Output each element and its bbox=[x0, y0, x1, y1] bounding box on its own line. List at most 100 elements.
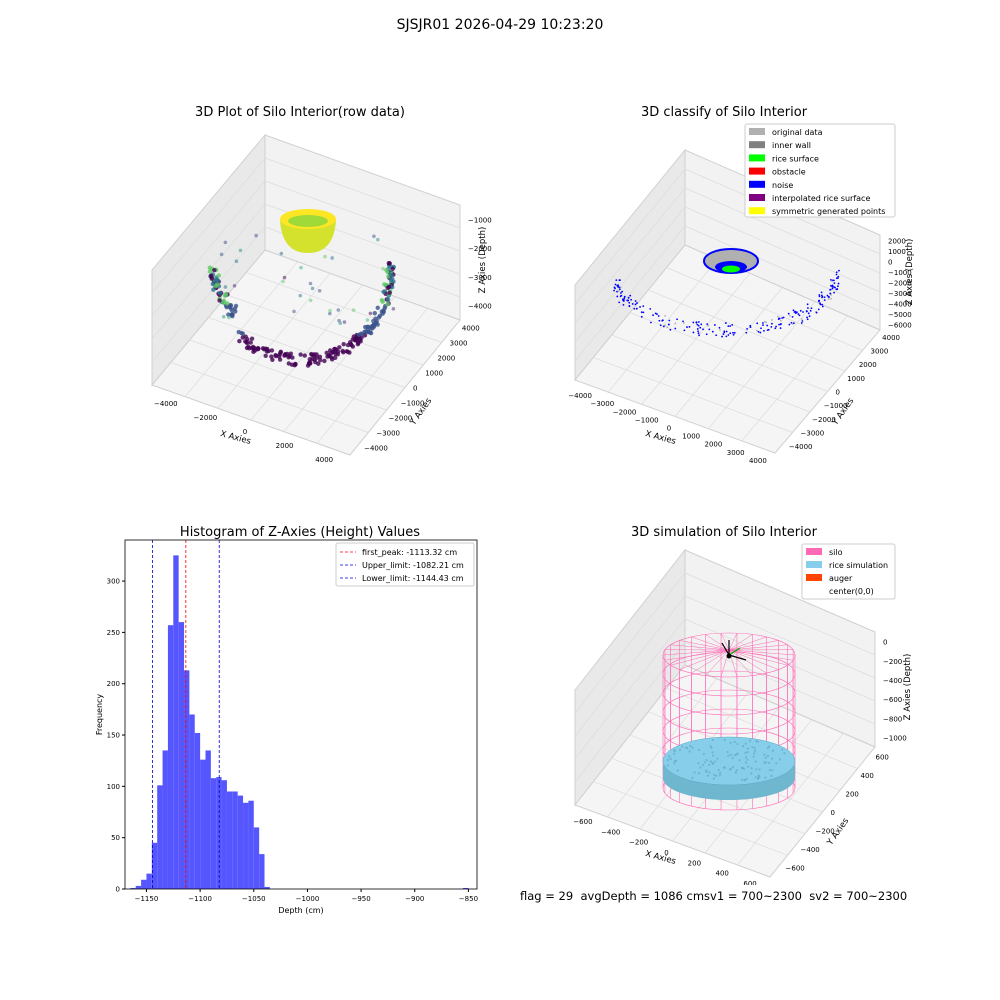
x-tick-label: 400 bbox=[716, 870, 729, 878]
data-point bbox=[823, 296, 826, 299]
data-point bbox=[207, 265, 213, 270]
data-point bbox=[617, 285, 619, 288]
x-tick-label: −1100 bbox=[188, 895, 212, 903]
x-tick-label: −2000 bbox=[613, 408, 637, 416]
data-point bbox=[292, 309, 296, 314]
data-point bbox=[389, 272, 394, 278]
data-point bbox=[639, 306, 641, 308]
rice-point bbox=[747, 765, 750, 768]
legend-entry: original data bbox=[772, 128, 823, 137]
data-point bbox=[782, 316, 785, 319]
y-tick-label: 2000 bbox=[437, 355, 455, 363]
z-tick-label: −5000 bbox=[888, 311, 912, 319]
z-tick-label: −800 bbox=[883, 715, 902, 723]
data-point bbox=[350, 344, 356, 349]
auger-arm bbox=[728, 647, 741, 656]
data-point bbox=[623, 297, 626, 299]
data-point bbox=[833, 282, 836, 285]
grid-line bbox=[264, 180, 461, 252]
histogram-bar bbox=[463, 887, 469, 889]
histogram-bar bbox=[205, 750, 211, 889]
x-tick-label: −900 bbox=[405, 895, 424, 903]
data-point bbox=[376, 315, 382, 320]
rice-point bbox=[746, 747, 749, 750]
rice-point bbox=[711, 738, 715, 741]
legend-entry: rice surface bbox=[772, 154, 819, 163]
z-axis-label: Z Axies (Depth) bbox=[905, 239, 915, 306]
data-point bbox=[821, 295, 824, 298]
data-point bbox=[727, 325, 730, 328]
rice-point bbox=[744, 742, 747, 745]
rice-point bbox=[758, 775, 761, 778]
rice-point bbox=[745, 761, 748, 764]
data-point bbox=[830, 297, 832, 300]
x-tick-label: 4000 bbox=[315, 456, 333, 464]
data-point bbox=[759, 331, 762, 334]
data-point bbox=[725, 330, 728, 333]
silo-ring bbox=[662, 632, 796, 678]
rice-point bbox=[669, 757, 673, 760]
data-point bbox=[727, 334, 730, 336]
data-point bbox=[661, 319, 664, 322]
y-tick-label: 3000 bbox=[450, 340, 468, 348]
data-point bbox=[621, 290, 624, 293]
rice-point bbox=[763, 761, 766, 764]
data-point bbox=[332, 346, 338, 352]
rice-point bbox=[712, 777, 715, 780]
data-point bbox=[337, 345, 342, 350]
data-point bbox=[227, 304, 232, 309]
x-tick-label: −1050 bbox=[242, 895, 266, 903]
data-point bbox=[240, 335, 245, 340]
silo-roof-line bbox=[728, 636, 767, 651]
silo-roof-line bbox=[720, 633, 730, 651]
grid-line bbox=[574, 641, 686, 783]
data-point bbox=[314, 352, 319, 357]
data-point bbox=[382, 282, 387, 287]
data-point bbox=[732, 333, 735, 336]
rice-point bbox=[733, 740, 736, 743]
data-point bbox=[345, 342, 351, 348]
rice-point bbox=[731, 756, 734, 759]
grid-line bbox=[574, 168, 686, 305]
data-point bbox=[248, 340, 253, 345]
z-tick-label: −6000 bbox=[888, 322, 912, 330]
data-point bbox=[276, 354, 282, 359]
noise-points bbox=[613, 269, 840, 338]
silo-roof-line bbox=[664, 649, 730, 661]
data-point bbox=[365, 318, 370, 322]
data-point bbox=[821, 303, 824, 306]
z-tick-label: −4000 bbox=[468, 303, 492, 311]
data-point bbox=[369, 324, 375, 329]
rice-point bbox=[752, 755, 755, 758]
data-point bbox=[368, 311, 373, 316]
histogram-bar bbox=[157, 785, 163, 889]
rice-point bbox=[753, 749, 757, 752]
rice-point bbox=[668, 755, 671, 758]
data-point bbox=[699, 326, 702, 329]
data-point bbox=[729, 332, 732, 335]
rice-point bbox=[673, 762, 676, 765]
plot-frame bbox=[124, 539, 478, 890]
legend: silo rice simulation auger center(0,0) bbox=[801, 543, 896, 600]
data-point bbox=[831, 280, 833, 283]
silo-roof-line bbox=[670, 644, 730, 651]
grid-line bbox=[574, 225, 686, 362]
rice-point bbox=[705, 759, 708, 762]
data-point bbox=[837, 275, 840, 278]
legend-swatch bbox=[749, 180, 765, 188]
data-point bbox=[837, 282, 840, 285]
data-point bbox=[358, 331, 364, 336]
classified-surface bbox=[703, 248, 759, 274]
data-point bbox=[622, 303, 625, 306]
panel-title: 3D simulation of Silo Interior bbox=[631, 525, 818, 540]
data-point bbox=[682, 322, 685, 324]
data-point bbox=[705, 333, 708, 336]
x-tick-label: −4000 bbox=[154, 400, 178, 408]
data-point bbox=[309, 352, 315, 358]
legend-entry: Lower_limit: -1144.43 cm bbox=[362, 574, 464, 583]
data-point bbox=[788, 323, 791, 326]
data-point bbox=[328, 308, 332, 313]
rice-point bbox=[755, 740, 758, 743]
x-tick-label: 3000 bbox=[727, 449, 745, 457]
data-point bbox=[619, 286, 622, 289]
